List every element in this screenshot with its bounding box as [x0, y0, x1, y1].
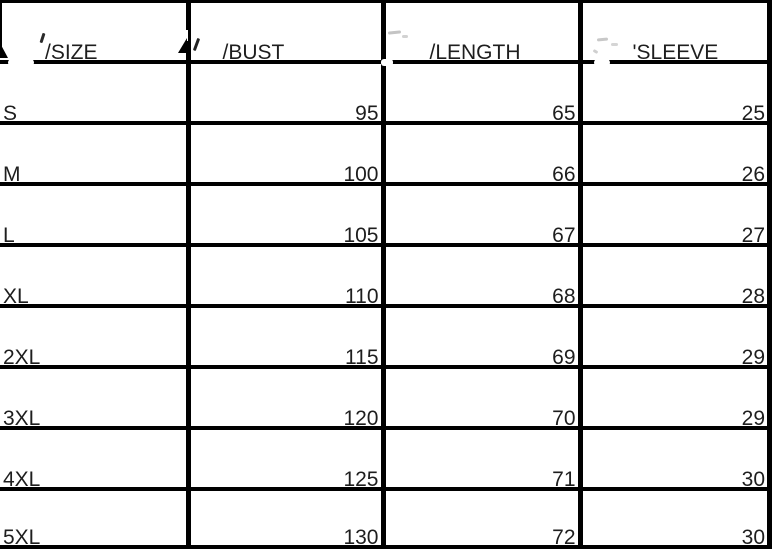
- length-value-text: 66: [552, 163, 576, 186]
- length-column-header-label: /LENGTH: [429, 41, 521, 64]
- size-label-text: 5XL: [3, 526, 41, 549]
- size-label-text: M: [3, 163, 21, 186]
- length-value: 67: [385, 186, 583, 247]
- sleeve-value-text: 26: [741, 163, 765, 186]
- sleeve-column-header: 'SLEEVE: [582, 3, 772, 64]
- length-value-text: 65: [552, 102, 576, 125]
- sleeve-value-text: 29: [741, 346, 765, 369]
- sleeve-value: 26: [582, 125, 772, 186]
- sleeve-value: 27: [582, 186, 772, 247]
- bust-value-text: 95: [355, 102, 379, 125]
- sleeve-value: 28: [582, 247, 772, 308]
- sleeve-value-text: 27: [741, 224, 765, 247]
- bust-column-header-label: /BUST: [222, 41, 285, 64]
- bust-value-text: 100: [343, 163, 379, 186]
- size-label-text: 3XL: [3, 407, 41, 430]
- size-label: 5XL: [0, 491, 191, 549]
- bust-value-text: 110: [345, 285, 379, 308]
- bust-value: 125: [190, 430, 386, 491]
- length-value-text: 71: [552, 468, 576, 491]
- size-label: M: [0, 125, 191, 186]
- bust-value: 115: [190, 308, 386, 369]
- size-label: 4XL: [0, 430, 191, 491]
- sleeve-value-text: 29: [741, 407, 765, 430]
- sleeve-value: 30: [582, 491, 772, 549]
- bust-value: 100: [190, 125, 386, 186]
- sleeve-value: 29: [582, 308, 772, 369]
- size-label-text: 2XL: [3, 346, 41, 369]
- sleeve-value-text: 28: [741, 285, 765, 308]
- bust-value: 95: [190, 64, 386, 125]
- size-column-header: /SIZE: [0, 3, 191, 64]
- size-label-text: S: [3, 102, 18, 125]
- bust-value: 130: [190, 491, 386, 549]
- length-value: 65: [385, 64, 583, 125]
- sleeve-value: 29: [582, 369, 772, 430]
- length-value-text: 69: [552, 346, 576, 369]
- size-label-text: 4XL: [3, 468, 41, 491]
- length-value-text: 68: [552, 285, 576, 308]
- size-label: 2XL: [0, 308, 191, 369]
- length-value-text: 72: [552, 526, 576, 549]
- size-label-text: XL: [3, 285, 29, 308]
- length-value-text: 70: [552, 407, 576, 430]
- size-column-header-label: /SIZE: [45, 41, 98, 64]
- size-label: S: [0, 64, 191, 125]
- size-label: 3XL: [0, 369, 191, 430]
- bust-value-text: 115: [345, 346, 379, 369]
- size-label: L: [0, 186, 191, 247]
- length-value: 70: [385, 369, 583, 430]
- length-value: 66: [385, 125, 583, 186]
- bust-value-text: 120: [343, 407, 379, 430]
- sleeve-value: 25: [582, 64, 772, 125]
- length-value-text: 67: [552, 224, 576, 247]
- sleeve-value-text: 25: [741, 102, 765, 125]
- bust-value-text: 125: [343, 468, 379, 491]
- size-label: XL: [0, 247, 191, 308]
- bust-value: 105: [190, 186, 386, 247]
- bust-value: 110: [190, 247, 386, 308]
- sleeve-value-text: 30: [741, 468, 765, 491]
- sleeve-value: 30: [582, 430, 772, 491]
- bust-value: 120: [190, 369, 386, 430]
- sleeve-column-header-label: 'SLEEVE: [632, 41, 719, 64]
- bust-value-text: 130: [343, 526, 379, 549]
- bust-value-text: 105: [343, 224, 379, 247]
- length-value: 68: [385, 247, 583, 308]
- size-label-text: L: [3, 224, 15, 247]
- length-value: 69: [385, 308, 583, 369]
- length-column-header: /LENGTH: [385, 3, 583, 64]
- length-value: 71: [385, 430, 583, 491]
- bust-column-header: /BUST: [190, 3, 386, 64]
- length-value: 72: [385, 491, 583, 549]
- sleeve-value-text: 30: [741, 526, 765, 549]
